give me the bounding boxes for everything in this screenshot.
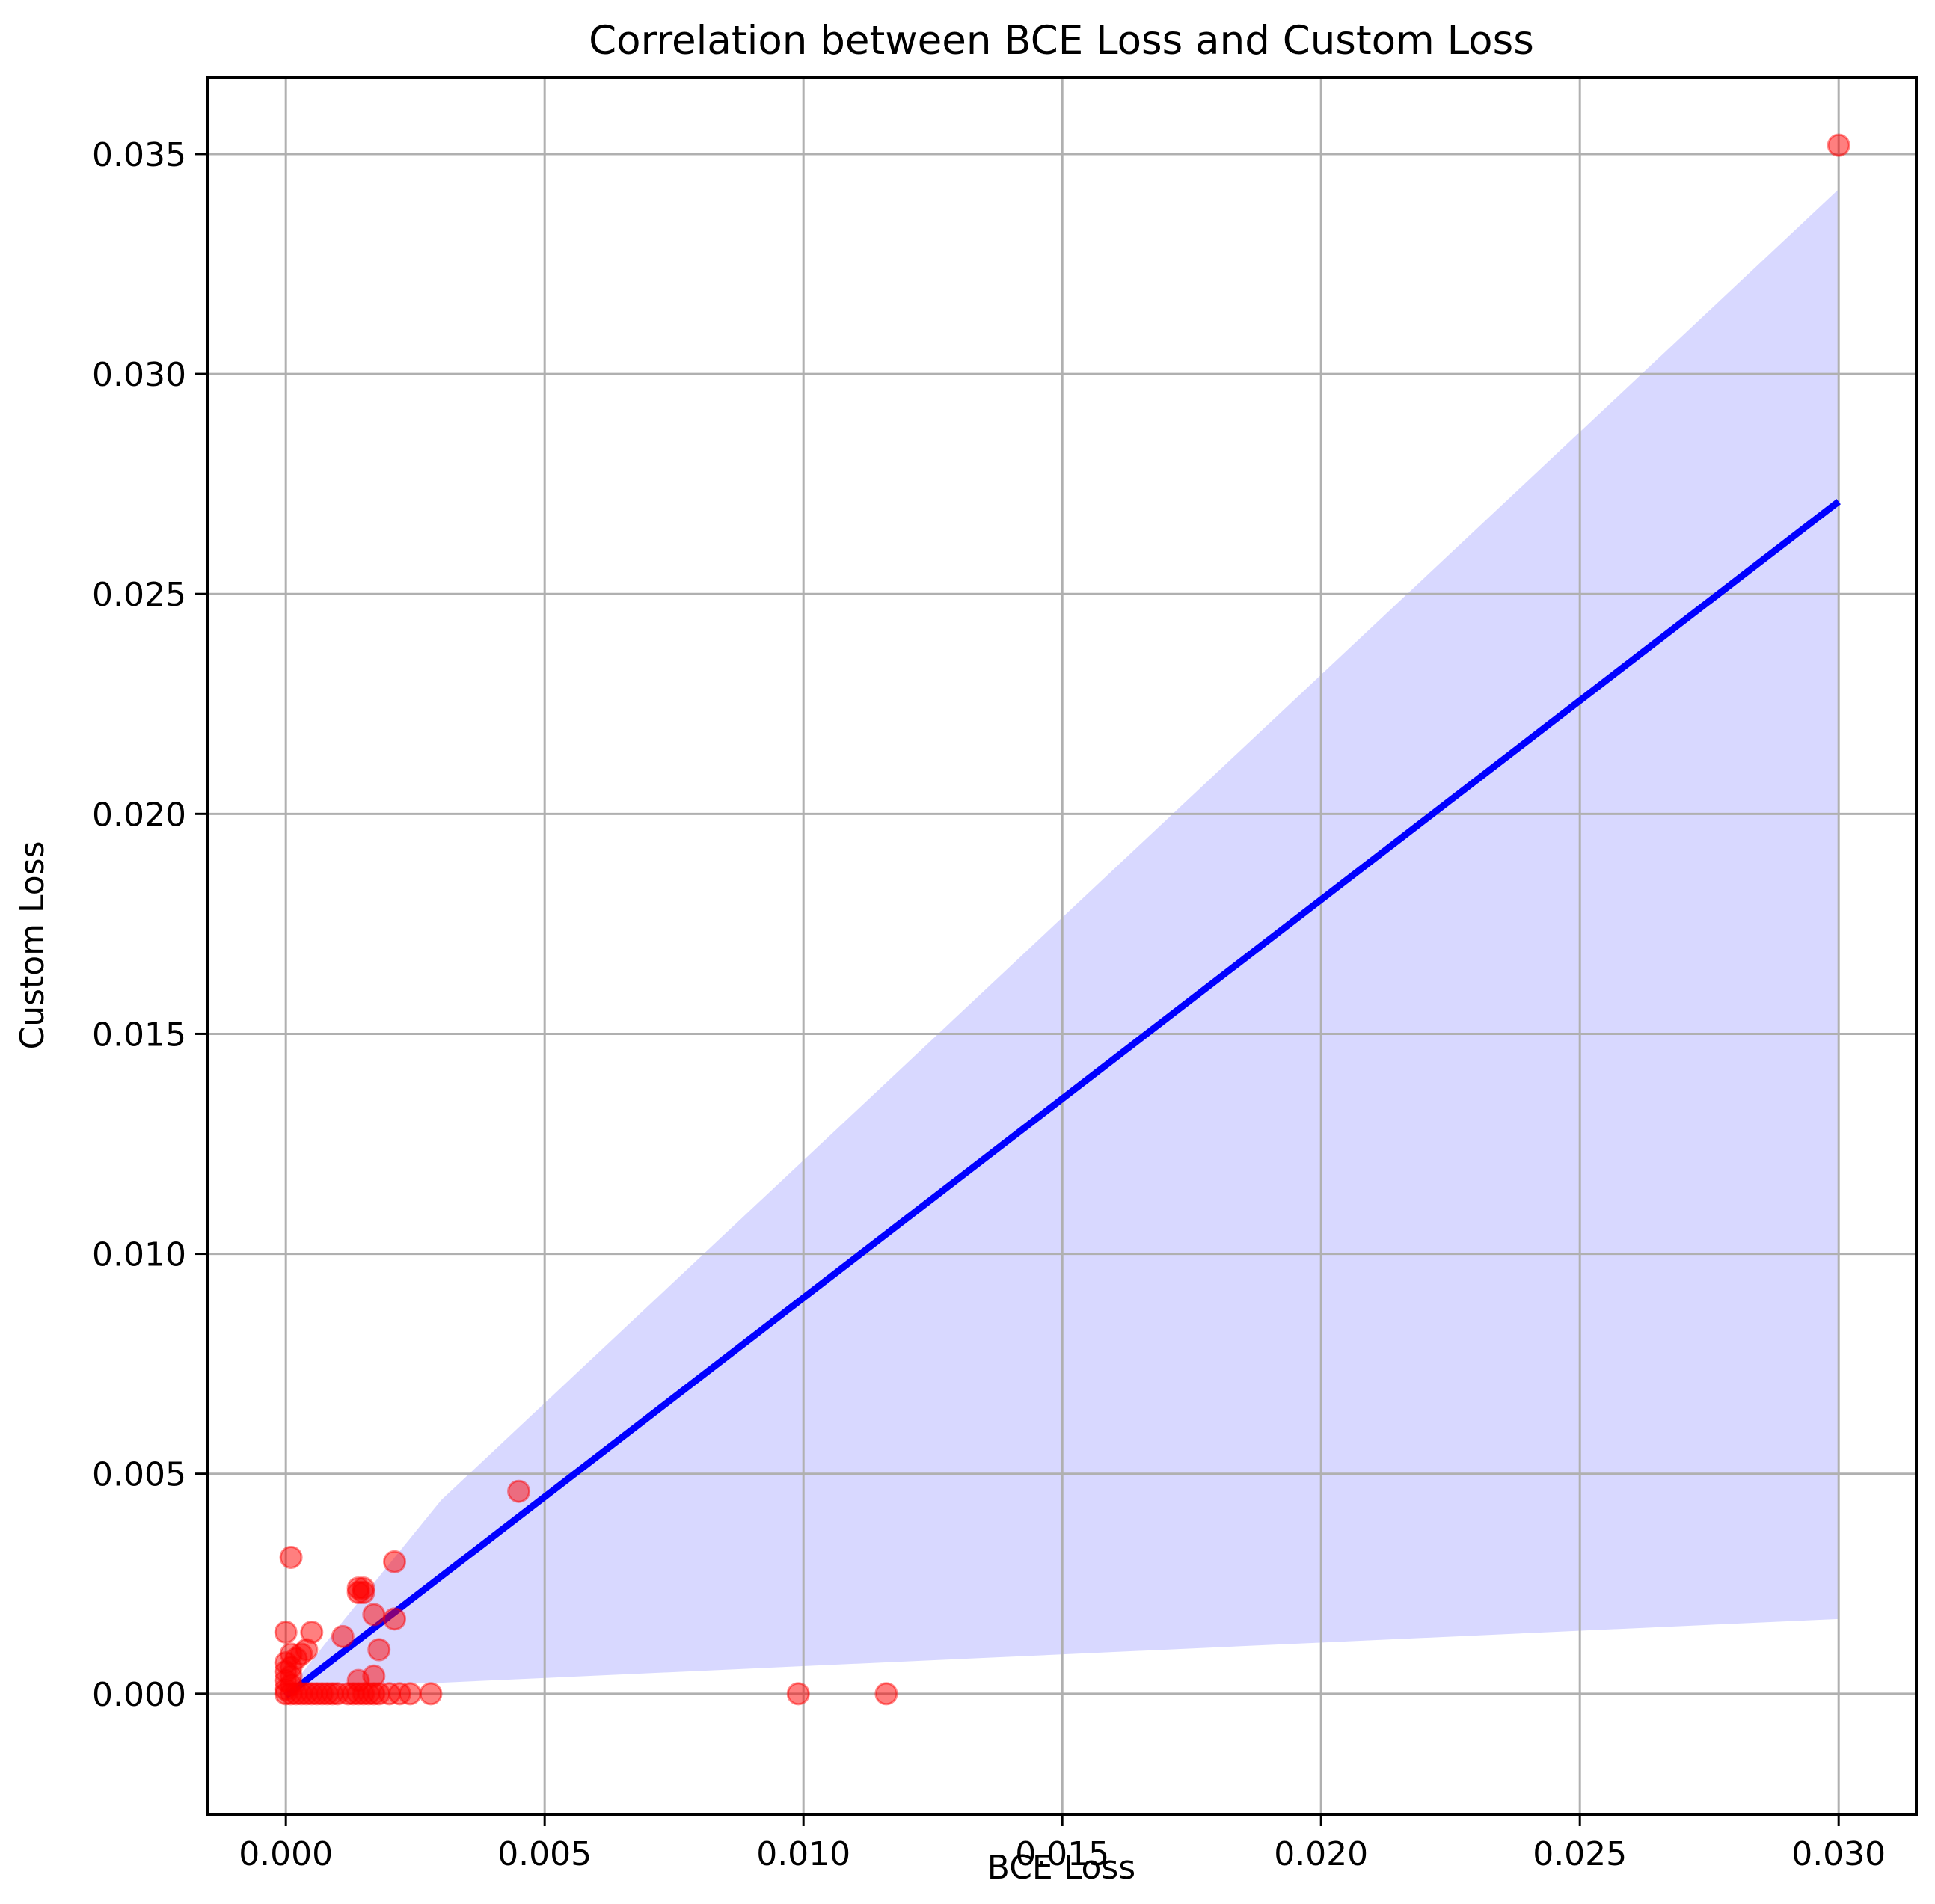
data-point xyxy=(419,1682,443,1706)
y-tick-label: 0.020 xyxy=(92,796,186,834)
data-point xyxy=(362,1603,386,1627)
x-tick-label: 0.030 xyxy=(1791,1835,1886,1873)
y-tick-label: 0.000 xyxy=(92,1676,186,1714)
data-point xyxy=(383,1550,407,1573)
y-tick-label: 0.035 xyxy=(92,136,186,174)
data-point xyxy=(507,1479,531,1503)
data-point xyxy=(383,1607,407,1631)
data-point xyxy=(279,1545,303,1569)
x-tick-label: 0.025 xyxy=(1533,1835,1627,1873)
data-point xyxy=(398,1682,422,1706)
x-tick-label: 0.015 xyxy=(1015,1835,1109,1873)
data-point xyxy=(274,1620,298,1644)
data-point xyxy=(346,1581,370,1605)
x-axis-ticks: 0.000 0.005 0.010 0.015 0.020 0.025 0.030 xyxy=(239,1814,1886,1873)
y-tick-label: 0.015 xyxy=(92,1016,186,1054)
x-tick-label: 0.000 xyxy=(239,1835,333,1873)
x-tick-label: 0.020 xyxy=(1274,1835,1368,1873)
y-tick-label: 0.010 xyxy=(92,1236,186,1274)
y-tick-label: 0.030 xyxy=(92,356,186,394)
regression-line xyxy=(283,499,1841,1699)
data-point xyxy=(874,1682,898,1706)
data-point xyxy=(367,1638,391,1662)
data-point xyxy=(331,1624,355,1648)
x-tick-label: 0.010 xyxy=(756,1835,850,1873)
data-point xyxy=(1827,133,1850,157)
regression-line-path xyxy=(283,499,1841,1699)
x-tick-label: 0.005 xyxy=(497,1835,592,1873)
grid-lines xyxy=(207,77,1916,1814)
y-tick-label: 0.025 xyxy=(92,576,186,614)
y-axis-ticks: 0.000 0.005 0.010 0.015 0.020 0.025 0.030 0.035 xyxy=(92,136,207,1714)
x-axis-label: BCE Loss xyxy=(987,1849,1135,1887)
y-axis-label: Custom Loss xyxy=(13,841,52,1049)
data-point xyxy=(786,1682,810,1706)
chart-title: Correlation between BCE Loss and Custom … xyxy=(589,18,1534,64)
y-tick-label: 0.005 xyxy=(92,1456,186,1494)
data-points xyxy=(274,133,1850,1706)
